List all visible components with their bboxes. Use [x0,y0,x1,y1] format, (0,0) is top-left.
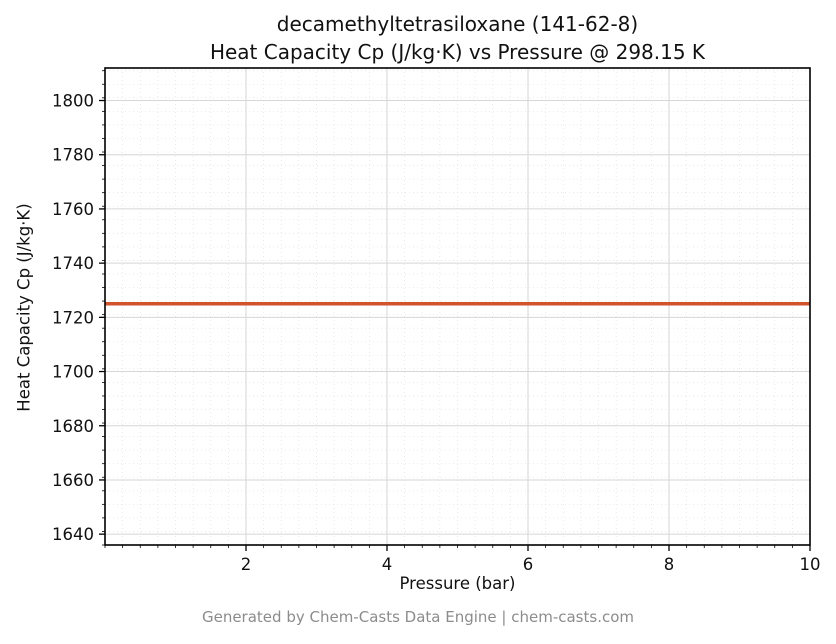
x-tick-label: 6 [523,555,534,574]
y-tick-label: 1660 [52,471,94,490]
footer-watermark: Generated by Chem-Casts Data Engine | ch… [201,608,635,626]
y-axis-label: Heat Capacity Cp (J/kg·K) [14,203,34,412]
chart-title: decamethyltetrasiloxane (141-62-8) Heat … [105,10,810,66]
x-tick-label: 4 [382,555,393,574]
x-tick-label: 2 [241,555,252,574]
chart-title-line1: decamethyltetrasiloxane (141-62-8) [276,12,639,36]
y-tick-label: 1760 [52,200,94,219]
y-tick-label: 1640 [52,525,94,544]
x-axis-label: Pressure (bar) [399,574,516,593]
y-tick-label: 1680 [52,417,94,436]
y-tick-label: 1800 [52,92,94,111]
x-tick-label: 8 [664,555,675,574]
plot-area [105,68,810,545]
y-tick-label: 1780 [52,146,94,165]
y-tick-label: 1700 [52,363,94,382]
chart-title-line2: Heat Capacity Cp (J/kg·K) vs Pressure @ … [209,40,706,64]
y-tick-label: 1720 [52,308,94,327]
x-tick-label: 10 [800,555,821,574]
y-tick-label: 1740 [52,254,94,273]
